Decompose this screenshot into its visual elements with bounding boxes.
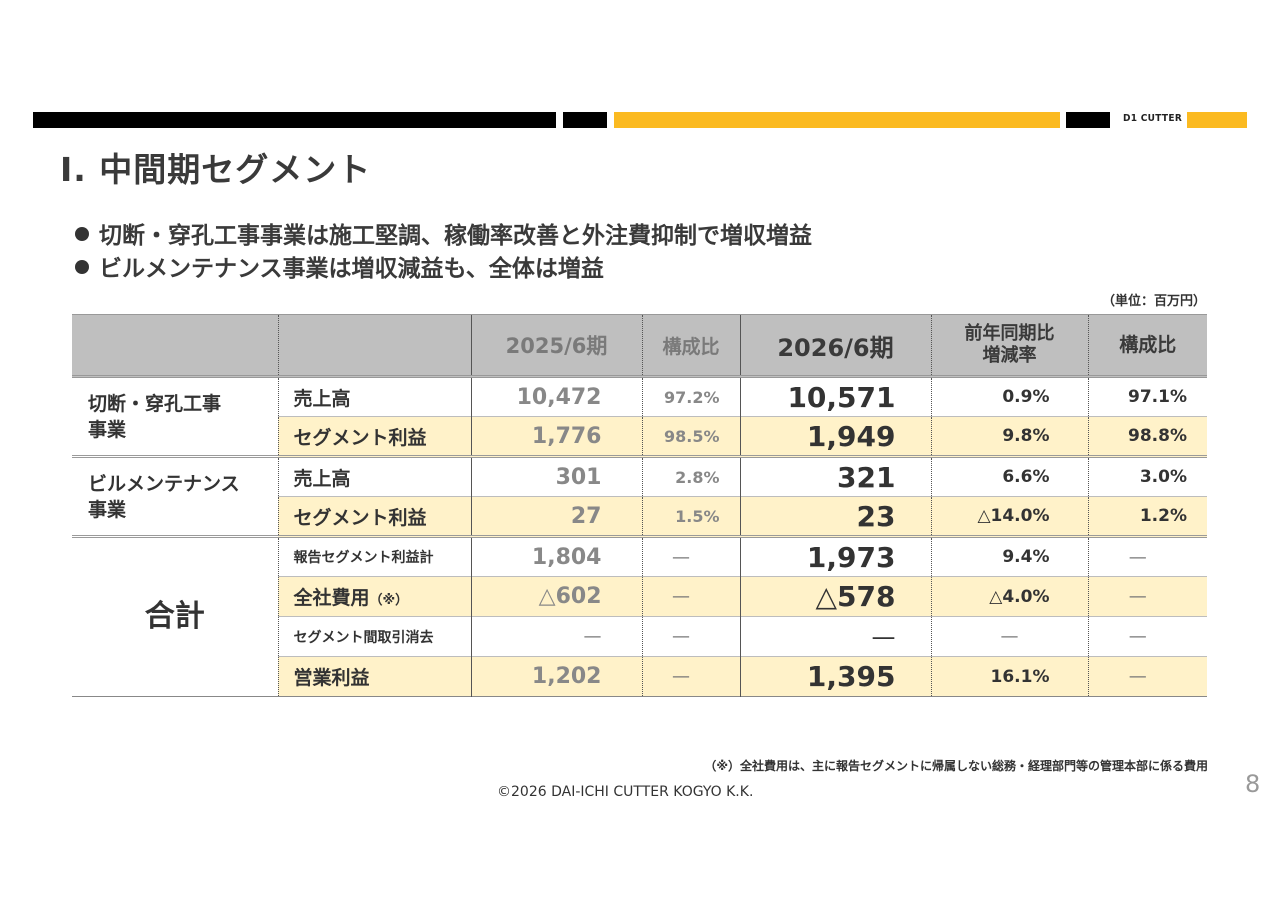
prev-value: 1,804 (470, 536, 642, 577)
header-bar-black-small (1066, 112, 1110, 128)
header-category (72, 314, 278, 378)
table-row: ビルメンテナンス 事業 売上高 301 2.8% 321 6.6% 3.0% (72, 456, 1207, 538)
category-cutting: 切断・穿孔工事 事業 (72, 376, 278, 458)
cur-ratio: — (1087, 536, 1207, 577)
table-row: 全社費用（※） △602 — △578 △4.0% — (72, 576, 1207, 617)
header-yoy-line2: 増減率 (982, 345, 1037, 366)
bullet-1: 切断・穿孔工事事業は施工堅調、稼働率改善と外注費抑制で増収増益 (75, 216, 812, 250)
yoy-rate: △4.0% (930, 576, 1088, 617)
cur-ratio: — (1087, 576, 1207, 617)
bullet-2-text: ビルメンテナンス事業は増収減益も、全体は増益 (99, 256, 604, 282)
header-bar-yellow-long (614, 112, 1060, 128)
cur-value: △578 (739, 576, 931, 617)
prev-value: △602 (470, 576, 642, 617)
category-cutting-line2: 事業 (88, 418, 127, 441)
cur-value: 10,571 (739, 376, 931, 417)
prev-ratio: 2.8% (641, 456, 740, 497)
cur-value: — (739, 616, 931, 657)
copyright: ©2026 DAI-ICHI CUTTER KOGYO K.K. (497, 784, 754, 800)
row-item-note: （※） (369, 593, 409, 608)
prev-value: 301 (470, 456, 642, 497)
cur-ratio: 3.0% (1087, 456, 1207, 497)
yoy-rate: 6.6% (930, 456, 1088, 497)
cur-ratio: — (1087, 656, 1207, 697)
bullet-dot-icon (75, 227, 89, 241)
row-item: 報告セグメント利益計 (277, 536, 471, 577)
prev-ratio: — (641, 656, 740, 697)
table-row: セグメント利益 1,776 98.5% 1,949 9.8% 98.8% (72, 416, 1207, 457)
table-row: セグメント間取引消去 — — — — — (72, 616, 1207, 657)
prev-value: 1,202 (470, 656, 642, 697)
row-item: 営業利益 (277, 656, 471, 697)
cur-ratio: 97.1% (1087, 376, 1207, 417)
header-cur-period: 2026/6期 (739, 314, 931, 378)
yoy-rate: 9.8% (930, 416, 1088, 457)
cur-ratio: — (1087, 616, 1207, 657)
cur-value: 1,395 (739, 656, 931, 697)
header-item (277, 314, 471, 378)
header-yoy-line1: 前年同期比 (964, 323, 1055, 344)
yoy-rate: △14.0% (930, 496, 1088, 537)
cur-value: 321 (739, 456, 931, 497)
row-item: 全社費用 (293, 587, 370, 609)
prev-value: 10,472 (470, 376, 642, 417)
bullet-dot-icon (75, 260, 89, 274)
segment-table: 2025/6期 構成比 2026/6期 前年同期比 増減率 構成比 切断・穿孔工事… (72, 314, 1207, 697)
row-item: 売上高 (277, 456, 471, 497)
header-bar-black-long (33, 112, 556, 128)
table-row: セグメント利益 27 1.5% 23 △14.0% 1.2% (72, 496, 1207, 537)
prev-value: 1,776 (470, 416, 642, 457)
prev-ratio: — (641, 536, 740, 577)
footnote: （※）全社費用は、主に報告セグメントに帰属しない総務・経理部門等の管理本部に係る… (704, 759, 1208, 773)
row-item-with-note: 全社費用（※） (277, 576, 471, 617)
cur-value: 1,949 (739, 416, 931, 457)
table-row: 合計 報告セグメント利益計 1,804 — 1,973 9.4% — (72, 536, 1207, 697)
yoy-rate: 16.1% (930, 656, 1088, 697)
prev-value: 27 (470, 496, 642, 537)
slide-title: Ⅰ. 中間期セグメント (60, 150, 372, 189)
prev-ratio: 98.5% (641, 416, 740, 457)
row-item: 売上高 (277, 376, 471, 417)
cur-value: 1,973 (739, 536, 931, 577)
prev-ratio: 97.2% (641, 376, 740, 417)
prev-ratio: — (641, 576, 740, 617)
header-prev-period: 2025/6期 (470, 314, 642, 378)
category-building: ビルメンテナンス 事業 (72, 456, 278, 538)
category-total: 合計 (72, 536, 278, 697)
bullet-2: ビルメンテナンス事業は増収減益も、全体は増益 (75, 249, 604, 283)
header-bar-black-short (563, 112, 607, 128)
cur-ratio: 1.2% (1087, 496, 1207, 537)
category-building-line2: 事業 (88, 498, 127, 521)
prev-ratio: — (641, 616, 740, 657)
unit-label: （単位：百万円） (1101, 294, 1206, 309)
cur-ratio: 98.8% (1087, 416, 1207, 457)
header-cur-ratio: 構成比 (1087, 314, 1207, 378)
row-item: セグメント利益 (277, 496, 471, 537)
brand-logo-text: D1 CUTTER (1123, 113, 1183, 124)
yoy-rate: 9.4% (930, 536, 1088, 577)
yoy-rate: — (930, 616, 1088, 657)
category-building-line1: ビルメンテナンス (88, 472, 240, 495)
yoy-rate: 0.9% (930, 376, 1088, 417)
bullet-1-text: 切断・穿孔工事事業は施工堅調、稼働率改善と外注費抑制で増収増益 (99, 223, 812, 249)
table-header-row: 2025/6期 構成比 2026/6期 前年同期比 増減率 構成比 (72, 314, 1207, 378)
row-item: セグメント間取引消去 (277, 616, 471, 657)
row-item: セグメント利益 (277, 416, 471, 457)
table-row: 営業利益 1,202 — 1,395 16.1% — (72, 656, 1207, 697)
cur-value: 23 (739, 496, 931, 537)
prev-ratio: 1.5% (641, 496, 740, 537)
page-number: 8 (1245, 770, 1261, 798)
prev-value: — (470, 616, 642, 657)
header-prev-ratio: 構成比 (641, 314, 740, 378)
table-row: 切断・穿孔工事 事業 売上高 10,472 97.2% 10,571 0.9% 9… (72, 376, 1207, 458)
header-bar-yellow-short (1187, 112, 1247, 128)
category-cutting-line1: 切断・穿孔工事 (88, 392, 222, 415)
header-yoy: 前年同期比 増減率 (930, 314, 1088, 378)
